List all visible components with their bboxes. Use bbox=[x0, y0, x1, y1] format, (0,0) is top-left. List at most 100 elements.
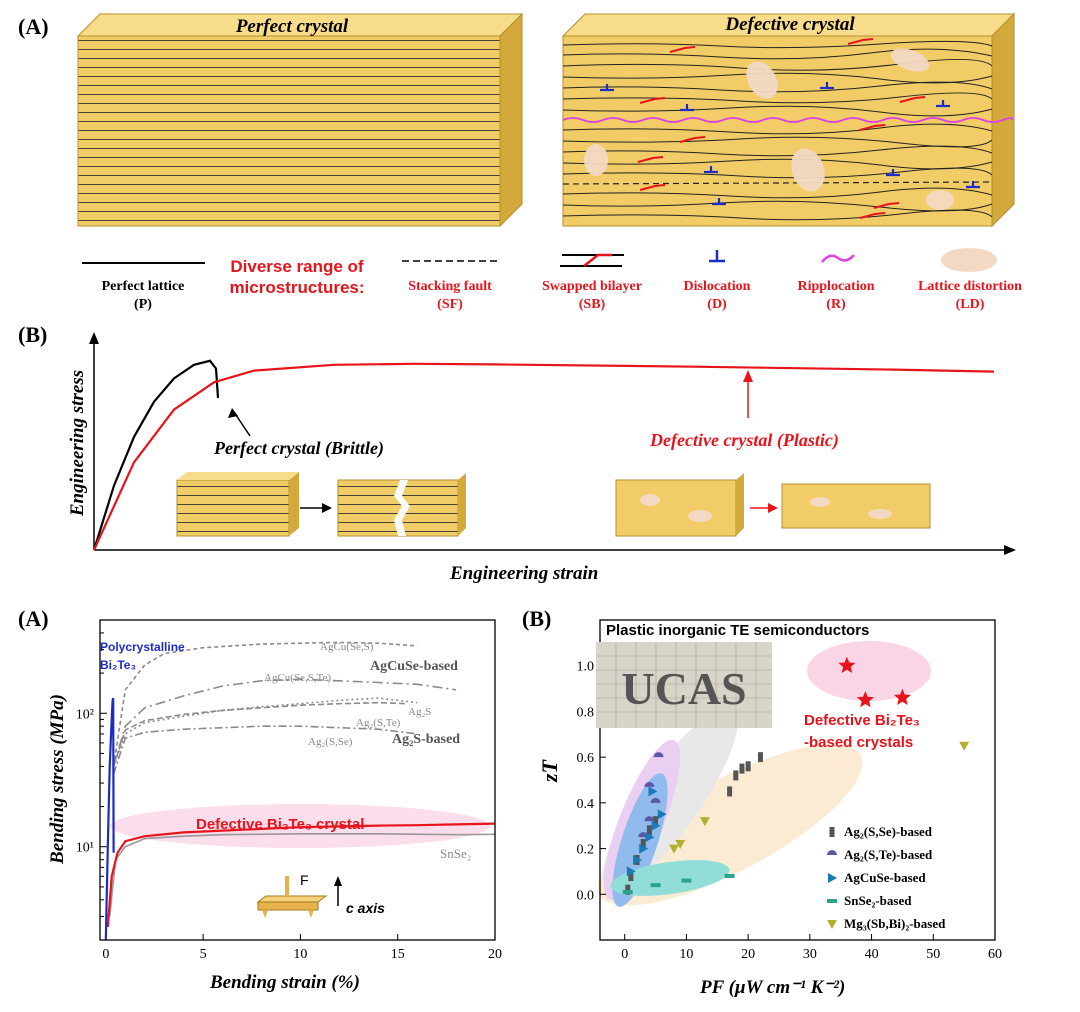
ucas-text: UCAS bbox=[621, 663, 746, 714]
label-agcusecste: AgCu(Se,S,Te) bbox=[264, 672, 332, 684]
point-series-0 bbox=[646, 825, 652, 836]
x-tick-label: 0 bbox=[621, 947, 628, 962]
panel-label-bottom-b: (B) bbox=[522, 606, 552, 631]
plot-frame bbox=[599, 619, 996, 941]
x-tick-label: 0 bbox=[102, 947, 109, 962]
legend-swapped-bilayer-abbr: (SB) bbox=[578, 297, 606, 312]
point-series-0 bbox=[640, 839, 646, 849]
point-series-2 bbox=[657, 809, 667, 820]
series-line-1 bbox=[92, 362, 995, 551]
y-axis-title-zt: zT bbox=[537, 760, 562, 782]
legend-stacking-fault: Stacking fault (SF) bbox=[382, 278, 518, 314]
legend-marker bbox=[827, 849, 837, 855]
point-series-3 bbox=[650, 883, 661, 888]
poly-label: Polycrystalline Bi₂Te₃ bbox=[100, 638, 185, 674]
point-series-5 bbox=[838, 656, 856, 673]
point-series-1 bbox=[650, 797, 661, 803]
plot-area: 0 10 20 30 40 50 60 0.0 0.2 0.4 0.6 0.8 1.0 bbox=[577, 656, 1002, 962]
perfect-crystal-annotation: Perfect crystal (Brittle) bbox=[214, 438, 384, 458]
x-axis-title-engineering-strain: Engineering strain bbox=[450, 563, 599, 584]
y-tick-label: 10¹ bbox=[76, 841, 94, 856]
y-tick-label: 1.0 bbox=[577, 660, 595, 675]
point-series-3 bbox=[622, 890, 633, 894]
point-series-2 bbox=[651, 820, 661, 831]
label-snse2: SnSe₂ bbox=[440, 846, 472, 861]
x-tick-label: 20 bbox=[488, 947, 502, 962]
defective-crystal-title: Defective crystal bbox=[725, 14, 855, 35]
legend-entry: Ag₂(S,Se)-based bbox=[822, 820, 992, 843]
label-force: F bbox=[300, 872, 309, 888]
x-tick-label: 40 bbox=[865, 947, 879, 962]
series-line-6 bbox=[106, 822, 496, 928]
point-series-0 bbox=[733, 770, 739, 781]
x-tick-label: 60 bbox=[988, 947, 1002, 962]
legend-entry: SnSe₂-based bbox=[822, 889, 992, 912]
legend-stacking-fault-name: Stacking fault bbox=[408, 279, 492, 294]
defective-crystal-block bbox=[561, 12, 1016, 228]
legend-marker-icon bbox=[828, 872, 837, 883]
label-c-axis: c axis bbox=[346, 900, 385, 916]
point-series-0 bbox=[757, 752, 763, 763]
legend-label: SnSe₂-based bbox=[844, 892, 912, 908]
legend-label: AgCuSe-based bbox=[844, 869, 926, 885]
legend-label: Mg₃(Sb,Bi)₂-based bbox=[844, 915, 946, 931]
point-series-4 bbox=[669, 844, 680, 854]
point-series-0 bbox=[745, 761, 751, 772]
x-tick-label: 5 bbox=[200, 947, 207, 962]
y-axis-title-bending-stress: Bending stress (MPa) bbox=[47, 694, 68, 864]
x-tick-label: 50 bbox=[926, 947, 940, 962]
point-series-4 bbox=[675, 840, 686, 849]
poly-label-line1: Polycrystalline bbox=[100, 640, 185, 654]
x-tick-label: 30 bbox=[803, 947, 817, 962]
legend-dislocation-name: Dislocation bbox=[683, 279, 751, 294]
legend-marker-icon bbox=[827, 919, 837, 929]
panel-label-top-a: (A) bbox=[18, 14, 49, 39]
label-ag2ste: Ag₂(S,Te) bbox=[356, 717, 401, 729]
stress-strain-schematic bbox=[89, 332, 1016, 555]
series-line-0 bbox=[92, 359, 220, 551]
legend-entry: Mg₃(Sb,Bi)₂-based bbox=[822, 912, 992, 935]
point-series-1 bbox=[644, 781, 655, 787]
series-line-3 bbox=[112, 701, 408, 767]
series-line-7 bbox=[104, 697, 115, 941]
bending-stress-chart: 0 5 10 15 20 10¹ 10² bbox=[76, 619, 502, 962]
point-series-2 bbox=[633, 855, 643, 865]
legend-ripplocation-name: Ripplocation bbox=[797, 279, 875, 294]
legend-swapped-bilayer-name: Swapped bilayer bbox=[542, 279, 642, 294]
annotation-arrows bbox=[228, 370, 753, 437]
point-series-3 bbox=[724, 874, 735, 878]
series-line-4 bbox=[112, 725, 418, 775]
point-series-1 bbox=[644, 816, 655, 822]
chart-title-plastic-te: Plastic inorganic TE semiconductors bbox=[606, 622, 870, 639]
series-line-1 bbox=[112, 678, 457, 767]
label-agcuse-based: AgCuSe-based bbox=[370, 659, 458, 674]
poly-label-line2: Bi₂Te₃ bbox=[100, 658, 136, 672]
legend-perfect-lattice-abbr: (P) bbox=[134, 297, 152, 312]
legend-entry: Ag₂(S,Te)-based bbox=[822, 843, 992, 866]
defective-highlight bbox=[110, 804, 490, 848]
label-defective-crystals: Defective Bi₂Te₃ -based crystals bbox=[804, 710, 944, 754]
y-tick-label: 0.6 bbox=[577, 751, 595, 766]
point-series-0 bbox=[628, 871, 634, 881]
x-tick-label: 10 bbox=[293, 947, 307, 962]
legend-glyphs bbox=[82, 248, 997, 272]
label-agcusecs: AgCu(Se,S) bbox=[320, 641, 374, 653]
bending-icon bbox=[256, 876, 342, 918]
label-defective-bi2te3: Defective Bi₂Te₃ crystal bbox=[196, 816, 365, 833]
legend-marker bbox=[827, 919, 837, 929]
x-axis-title-pf: PF (μW cm⁻¹ K⁻²) bbox=[700, 977, 846, 998]
legend-label: Ag₂(S,Te)-based bbox=[844, 846, 933, 862]
y-tick-label: 0.0 bbox=[577, 888, 595, 903]
legend-perfect-lattice: Perfect lattice (P) bbox=[78, 278, 208, 314]
legend-marker-icon bbox=[829, 826, 835, 837]
perfect-crystal-block bbox=[76, 12, 524, 228]
legend-bottom-b: Ag₂(S,Se)-based Ag₂(S,Te)-based AgCuSe-bas… bbox=[822, 820, 992, 935]
legend-marker-icon bbox=[827, 898, 837, 903]
legend-dislocation-abbr: (D) bbox=[707, 297, 727, 312]
series-line-2 bbox=[112, 697, 418, 767]
legend-marker bbox=[827, 898, 837, 903]
crystal-illustrations bbox=[76, 12, 1016, 272]
label-ag2s: Ag₂S bbox=[408, 706, 432, 718]
point-series-5 bbox=[856, 691, 874, 708]
y-tick-label: 0.2 bbox=[577, 843, 595, 858]
